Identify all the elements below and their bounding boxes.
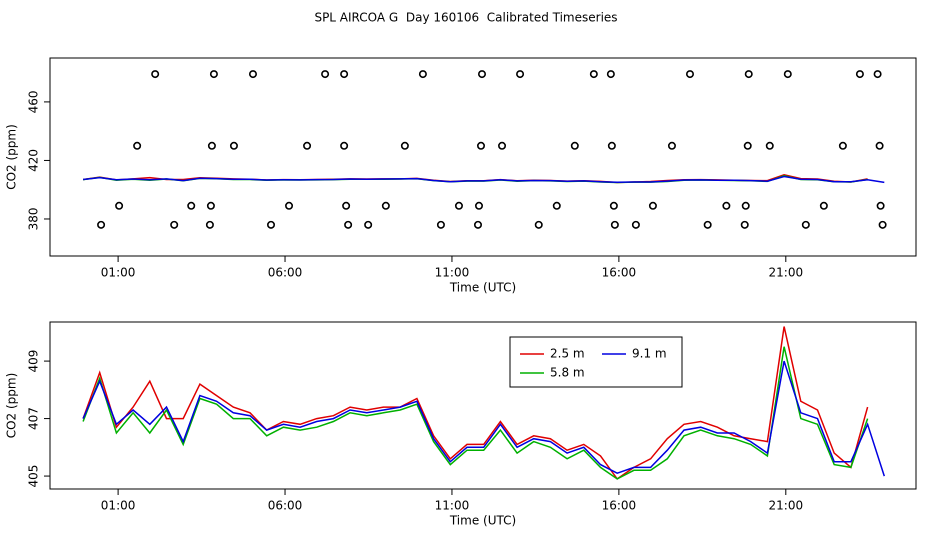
x-axis-label: Time (UTC) (449, 514, 516, 528)
marker (474, 201, 483, 210)
marker (534, 220, 543, 229)
marker (381, 201, 390, 210)
y-axis-label: CO2 (ppm) (5, 373, 19, 439)
marker (400, 141, 409, 150)
marker (743, 141, 752, 150)
marker (342, 201, 351, 210)
marker (703, 220, 712, 229)
y-tick-label: 380 (27, 208, 41, 231)
marker (783, 70, 792, 79)
x-tick-label: 16:00 (602, 266, 637, 280)
x-tick-label: 01:00 (101, 266, 136, 280)
marker (801, 220, 810, 229)
x-axis-label: Time (UTC) (449, 281, 516, 295)
y-axis-label: CO2 (ppm) (5, 124, 19, 190)
marker (321, 70, 330, 79)
marker (740, 220, 749, 229)
marker (436, 220, 445, 229)
marker (667, 141, 676, 150)
marker (631, 220, 640, 229)
marker (741, 201, 750, 210)
marker (610, 220, 619, 229)
marker (609, 201, 618, 210)
marker (744, 70, 753, 79)
marker (606, 70, 615, 79)
legend-label: 2.5 m (550, 347, 585, 361)
marker (115, 201, 124, 210)
legend-label: 5.8 m (550, 366, 585, 380)
series-line (82, 360, 886, 477)
marker (838, 141, 847, 150)
x-tick-label: 11:00 (435, 499, 470, 513)
marker (819, 201, 828, 210)
marker (133, 141, 142, 150)
marker (340, 70, 349, 79)
marker (607, 141, 616, 150)
marker (229, 141, 238, 150)
series-line (82, 346, 869, 480)
legend-box (509, 336, 683, 388)
chart-title: SPL AIRCOA G Day 160106 Calibrated Times… (314, 11, 617, 25)
x-tick-label: 01:00 (101, 499, 136, 513)
marker (476, 141, 485, 150)
marker (570, 141, 579, 150)
marker (340, 141, 349, 150)
marker (267, 220, 276, 229)
plot-frame (49, 321, 917, 490)
marker (248, 70, 257, 79)
marker (477, 70, 486, 79)
marker (878, 220, 887, 229)
y-tick-label: 405 (27, 465, 41, 488)
marker (473, 220, 482, 229)
marker (205, 220, 214, 229)
marker (552, 201, 561, 210)
marker (875, 141, 884, 150)
marker (765, 141, 774, 150)
y-tick-label: 460 (27, 90, 41, 113)
legend-label: 9.1 m (632, 347, 667, 361)
series-line (82, 326, 869, 480)
x-tick-label: 21:00 (769, 266, 804, 280)
marker (207, 141, 216, 150)
x-tick-label: 06:00 (268, 266, 303, 280)
plot-frame (49, 57, 917, 257)
marker (685, 70, 694, 79)
marker (344, 220, 353, 229)
marker (876, 201, 885, 210)
x-tick-label: 11:00 (435, 266, 470, 280)
marker (206, 201, 215, 210)
marker (498, 141, 507, 150)
marker (187, 201, 196, 210)
marker (151, 70, 160, 79)
marker (418, 70, 427, 79)
y-tick-label: 407 (27, 407, 41, 430)
marker (170, 220, 179, 229)
marker (855, 70, 864, 79)
x-tick-label: 16:00 (602, 499, 637, 513)
x-tick-label: 21:00 (769, 499, 804, 513)
marker (873, 70, 882, 79)
marker (303, 141, 312, 150)
marker (516, 70, 525, 79)
marker (722, 201, 731, 210)
marker (454, 201, 463, 210)
marker (285, 201, 294, 210)
y-tick-label: 409 (27, 350, 41, 373)
x-tick-label: 06:00 (268, 499, 303, 513)
marker (648, 201, 657, 210)
y-tick-label: 420 (27, 149, 41, 172)
marker (97, 220, 106, 229)
marker (364, 220, 373, 229)
series-line (83, 175, 885, 184)
marker (589, 70, 598, 79)
marker (209, 70, 218, 79)
